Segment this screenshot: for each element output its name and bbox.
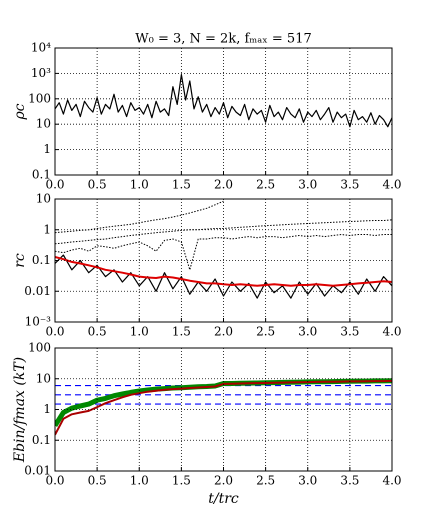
x-tick-label: 1.0 (130, 474, 149, 488)
x-tick-label: 0.0 (45, 325, 64, 339)
axes-frame (54, 47, 393, 176)
y-tick-label: 100 (28, 341, 51, 355)
y-tick-label: 10 (36, 371, 51, 385)
x-tick-label: 0.0 (45, 178, 64, 192)
y-tick-label: 1 (43, 402, 51, 416)
x-tick-label: 4.0 (382, 178, 401, 192)
x-tick-label: 2.0 (214, 178, 233, 192)
series-line (55, 74, 392, 128)
axes-frame (54, 347, 393, 472)
x-tick-label: 3.0 (298, 474, 317, 488)
y-axis-title: ρc (12, 103, 28, 120)
x-tick-label: 1.0 (130, 325, 149, 339)
y-tick-label: 1 (43, 142, 51, 156)
y-tick-label: 10 (36, 192, 51, 206)
series-line (55, 200, 224, 234)
y-axis-title: rc (12, 253, 28, 268)
x-tick-label: 3.0 (298, 325, 317, 339)
y-tick-label: 10⁻³ (25, 315, 52, 329)
x-tick-label: 2.5 (256, 178, 275, 192)
x-tick-label: 2.5 (256, 325, 275, 339)
x-tick-label: 0.0 (45, 474, 64, 488)
x-tick-label: 1.0 (130, 178, 149, 192)
x-tick-label: 3.5 (340, 474, 359, 488)
y-tick-label: 0.01 (24, 284, 51, 298)
y-tick-label: 10⁴ (31, 41, 51, 55)
series-line (55, 379, 392, 436)
x-tick-label: 2.5 (256, 474, 275, 488)
y-tick-label: 100 (28, 91, 51, 105)
plot-area (55, 74, 392, 128)
x-tick-label: 3.5 (340, 325, 359, 339)
chart-title: W₀ = 3, N = 2k, fₘₐₓ = 517 (135, 32, 312, 47)
x-tick-label: 3.0 (298, 178, 317, 192)
plot-area (55, 378, 392, 436)
x-tick-label: 0.5 (88, 474, 107, 488)
y-tick-label: 10³ (31, 66, 51, 80)
y-tick-label: 0.1 (32, 253, 51, 267)
x-tick-label: 4.0 (382, 325, 401, 339)
y-tick-label: 1 (43, 222, 51, 236)
series-line (55, 256, 392, 287)
series-line (55, 219, 392, 245)
x-tick-label: 1.5 (172, 474, 191, 488)
x-axis-title: t/trc (208, 491, 239, 507)
x-tick-label: 1.5 (172, 325, 191, 339)
series-line (55, 234, 392, 271)
x-tick-label: 0.5 (88, 178, 107, 192)
x-tick-label: 3.5 (340, 178, 359, 192)
y-tick-label: 0.01 (24, 464, 51, 478)
x-tick-label: 0.5 (88, 325, 107, 339)
y-axis-title: Ebin/fmax (kT) (12, 357, 28, 463)
x-tick-label: 1.5 (172, 178, 191, 192)
x-tick-label: 2.0 (214, 474, 233, 488)
y-tick-label: 10 (36, 117, 51, 131)
y-tick-label: 0.1 (32, 433, 51, 447)
x-tick-label: 2.0 (214, 325, 233, 339)
y-tick-label: 0.1 (32, 168, 51, 182)
axes-frame (54, 198, 393, 323)
x-tick-label: 4.0 (382, 474, 401, 488)
